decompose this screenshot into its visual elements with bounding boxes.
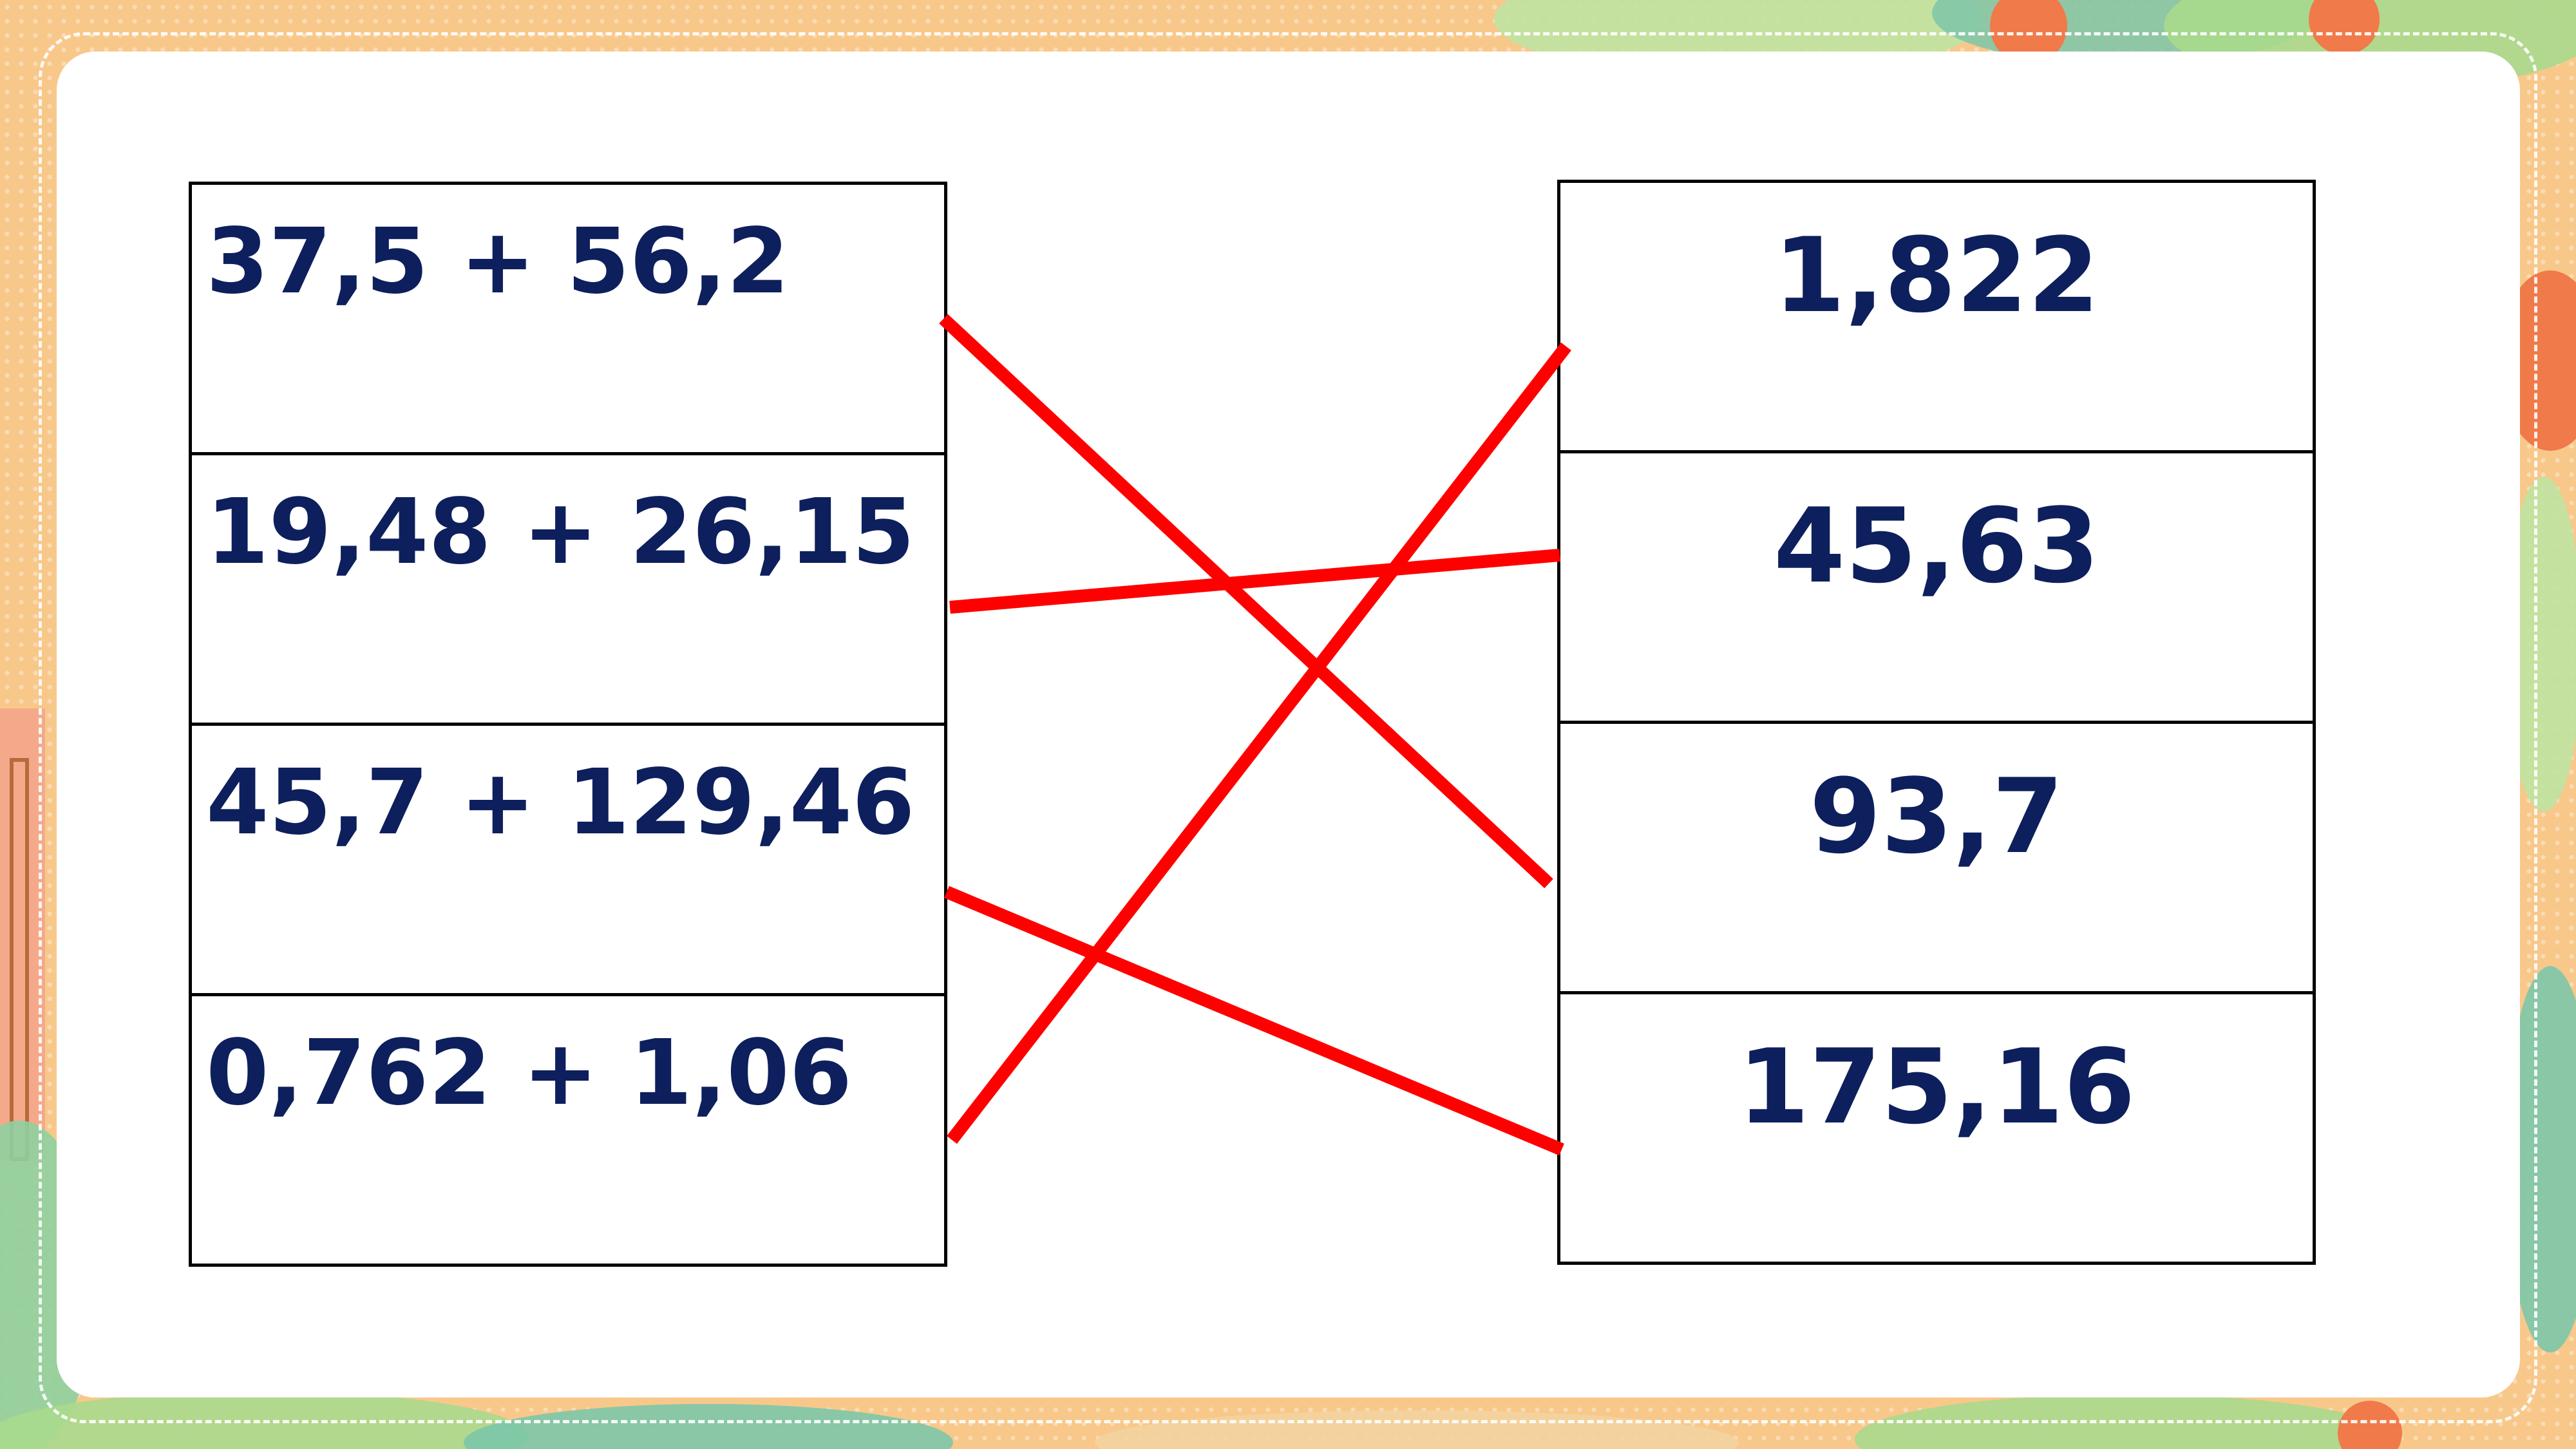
match-line-2 (949, 549, 1560, 614)
expression-cell-3[interactable]: 45,7 + 129,46 (189, 723, 947, 996)
results-column: 1,822 45,63 93,7 175,16 (1557, 180, 2316, 1265)
match-line-4 (947, 342, 1571, 1144)
result-text: 1,822 (1773, 215, 2100, 336)
expression-text: 0,762 + 1,06 (206, 1021, 853, 1126)
result-cell-4[interactable]: 175,16 (1557, 991, 2316, 1265)
result-cell-1[interactable]: 1,822 (1557, 180, 2316, 453)
expression-text: 19,48 + 26,15 (206, 480, 915, 585)
expression-cell-4[interactable]: 0,762 + 1,06 (189, 993, 947, 1267)
expression-text: 45,7 + 129,46 (206, 750, 915, 855)
expression-cell-2[interactable]: 19,48 + 26,15 (189, 452, 947, 726)
result-text: 175,16 (1738, 1027, 2136, 1147)
expression-text: 37,5 + 56,2 (206, 209, 790, 314)
decorative-dashed-frame (39, 32, 2537, 1423)
result-cell-2[interactable]: 45,63 (1557, 450, 2316, 724)
expressions-column: 37,5 + 56,2 19,48 + 26,15 45,7 + 129,46 … (189, 182, 947, 1267)
expression-cell-1[interactable]: 37,5 + 56,2 (189, 182, 947, 455)
match-line-3 (944, 886, 1564, 1156)
result-text: 45,63 (1773, 486, 2100, 606)
match-line-1 (939, 314, 1553, 889)
result-text: 93,7 (1809, 756, 2064, 876)
result-cell-3[interactable]: 93,7 (1557, 721, 2316, 994)
